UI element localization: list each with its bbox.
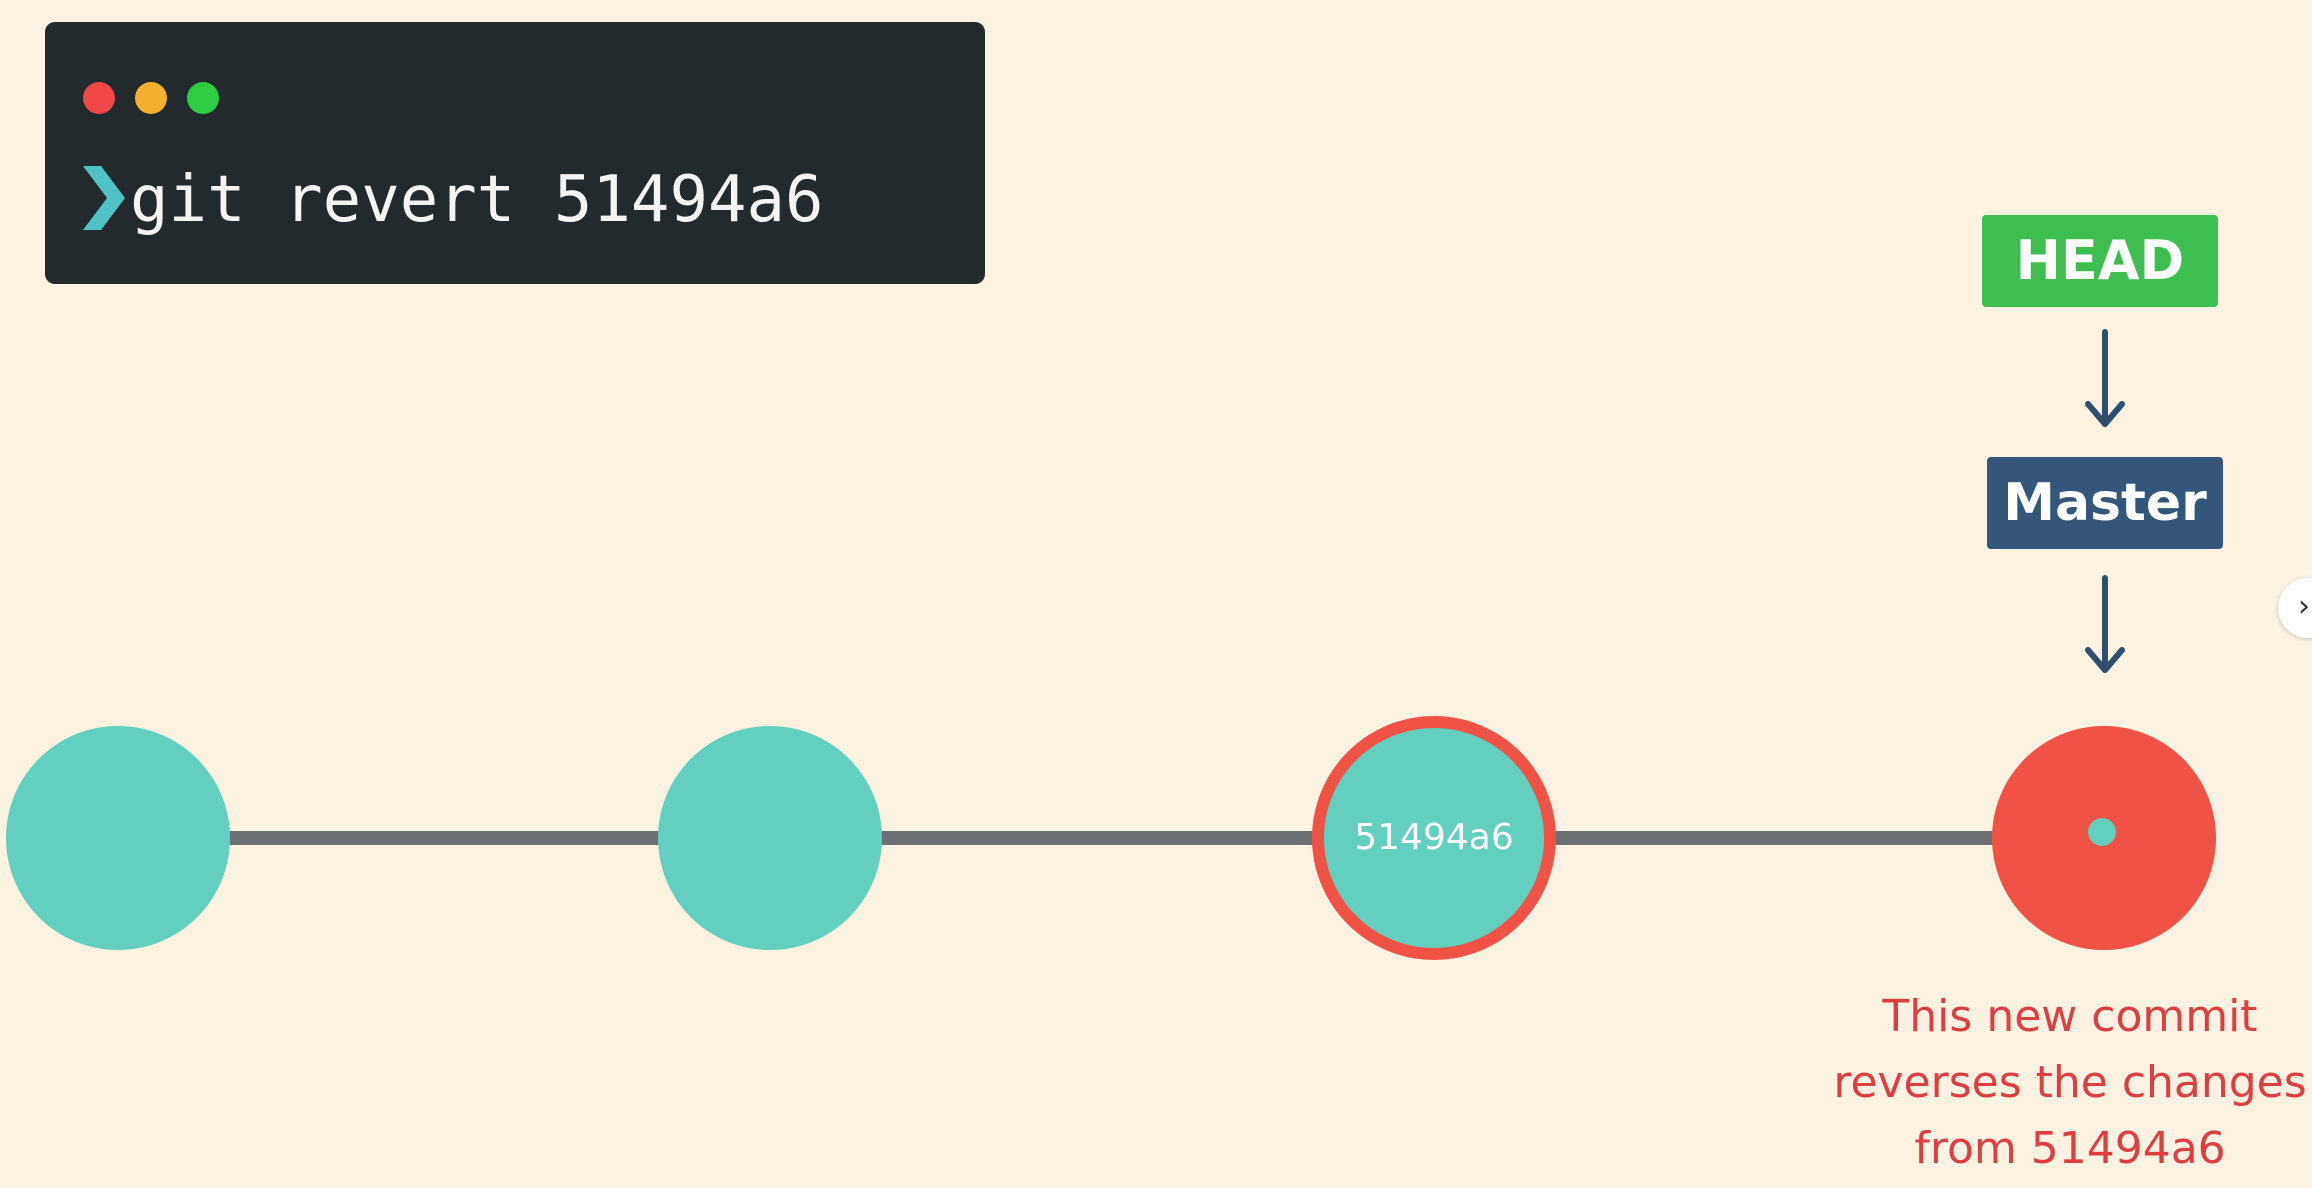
master-branch-label: Master: [1987, 457, 2223, 549]
chevron-right-icon: ›: [2298, 589, 2310, 624]
note-line: reverses the changes: [1833, 1057, 2307, 1108]
head-label: HEAD: [1982, 215, 2218, 307]
terminal-command: git revert 51494a6: [130, 163, 824, 237]
minimize-window-dot[interactable]: [135, 82, 167, 114]
maximize-window-dot[interactable]: [187, 82, 219, 114]
terminal-window: git revert 51494a6: [45, 22, 985, 284]
note-line: from 51494a6: [1914, 1123, 2226, 1174]
revert-note: This new commit reverses the changes fro…: [1815, 984, 2312, 1182]
head-to-master-arrow-icon: [2085, 329, 2125, 427]
commit-node[interactable]: [658, 726, 882, 950]
commit-node[interactable]: [6, 726, 230, 950]
chevron-right-icon: [83, 166, 125, 230]
commit-hash-label: 51494a6: [1354, 817, 1514, 858]
cursor-dot-icon: [2088, 818, 2116, 846]
close-window-dot[interactable]: [83, 82, 115, 114]
reverted-commit-node[interactable]: [1312, 716, 1556, 960]
master-to-commit-arrow-icon: [2085, 575, 2125, 673]
note-line: This new commit: [1882, 991, 2258, 1042]
